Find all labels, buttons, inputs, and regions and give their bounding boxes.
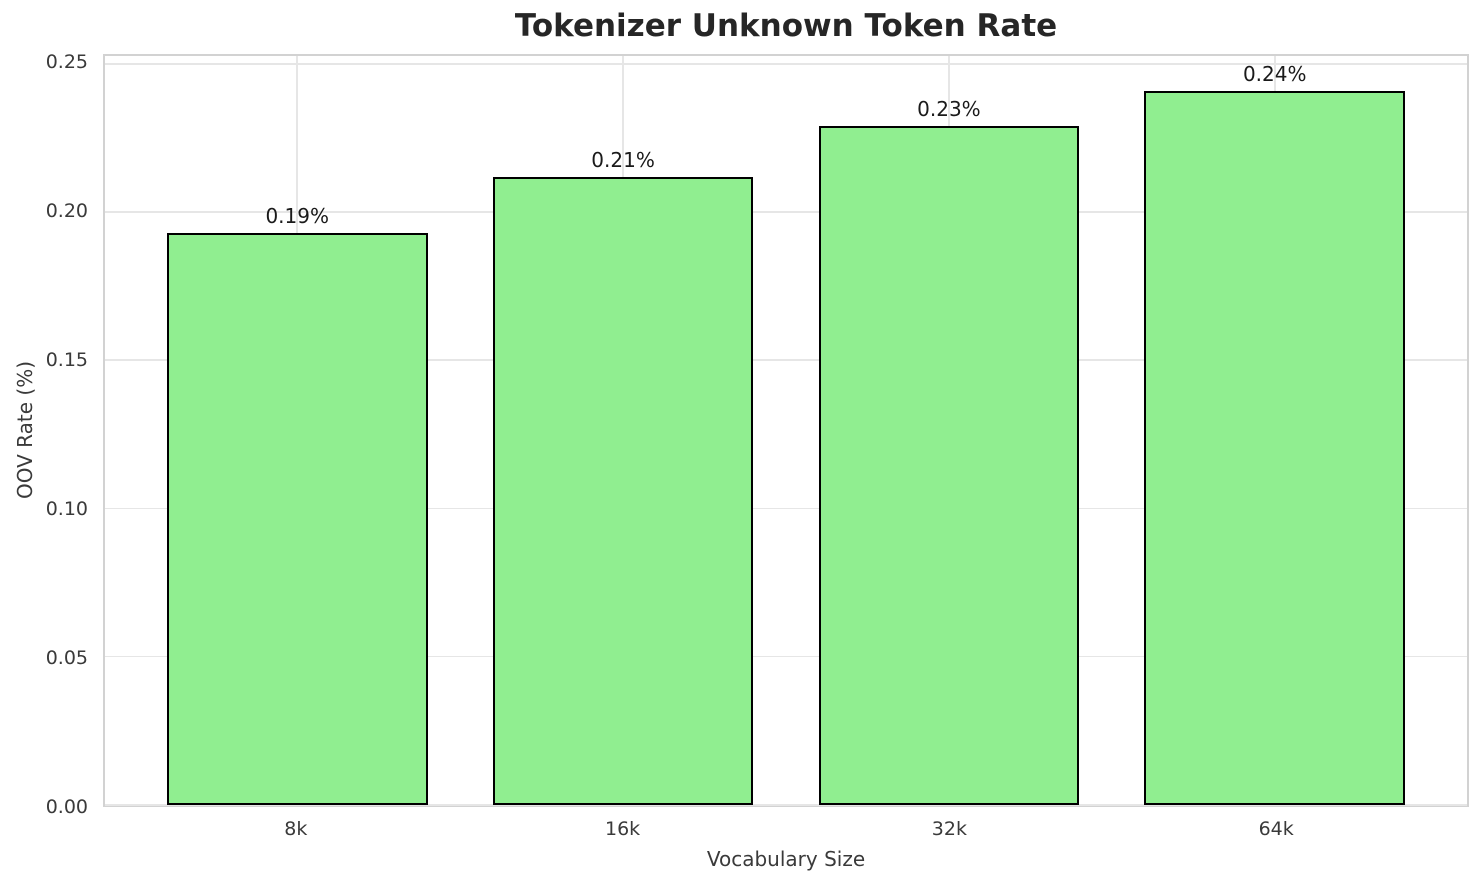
h-gridline bbox=[105, 507, 1467, 510]
bar-value-label: 0.21% bbox=[591, 147, 655, 172]
y-tick-labels: 0.00 0.05 0.10 0.15 0.20 0.25 bbox=[0, 51, 88, 818]
h-gridline bbox=[105, 211, 1467, 213]
h-gridline bbox=[105, 804, 1467, 806]
bar: 0.23% bbox=[818, 97, 1080, 805]
y-tick-label: 0.10 bbox=[45, 498, 88, 521]
y-tick-label: 0.25 bbox=[45, 51, 88, 74]
plot-area: 0.19% 0.21% 0.23% 0.24% bbox=[103, 54, 1469, 807]
chart-title: Tokenizer Unknown Token Rate bbox=[514, 8, 1058, 44]
x-axis-label: Vocabulary Size bbox=[706, 847, 866, 871]
bar-value-label: 0.23% bbox=[917, 97, 981, 122]
bar-value-label: 0.19% bbox=[265, 203, 330, 228]
h-gridline bbox=[105, 359, 1467, 361]
x-tick-label: 8k bbox=[284, 818, 308, 840]
y-tick-label: 0.05 bbox=[45, 647, 88, 669]
x-tick-labels: 8k 16k 32k 64k bbox=[103, 818, 1469, 844]
h-gridline bbox=[105, 655, 1467, 658]
bar: 0.19% bbox=[166, 204, 428, 805]
x-tick-label: 32k bbox=[931, 818, 967, 840]
x-tick-label: 16k bbox=[605, 818, 641, 840]
h-gridline bbox=[105, 63, 1467, 65]
bar: 0.21% bbox=[492, 148, 754, 805]
bar: 0.24% bbox=[1144, 62, 1406, 805]
y-tick-label: 0.00 bbox=[45, 796, 88, 818]
y-tick-label: 0.15 bbox=[45, 349, 88, 372]
y-tick-label: 0.20 bbox=[45, 200, 88, 223]
x-tick-label: 64k bbox=[1258, 818, 1294, 840]
bar-value-label: 0.24% bbox=[1242, 61, 1307, 86]
